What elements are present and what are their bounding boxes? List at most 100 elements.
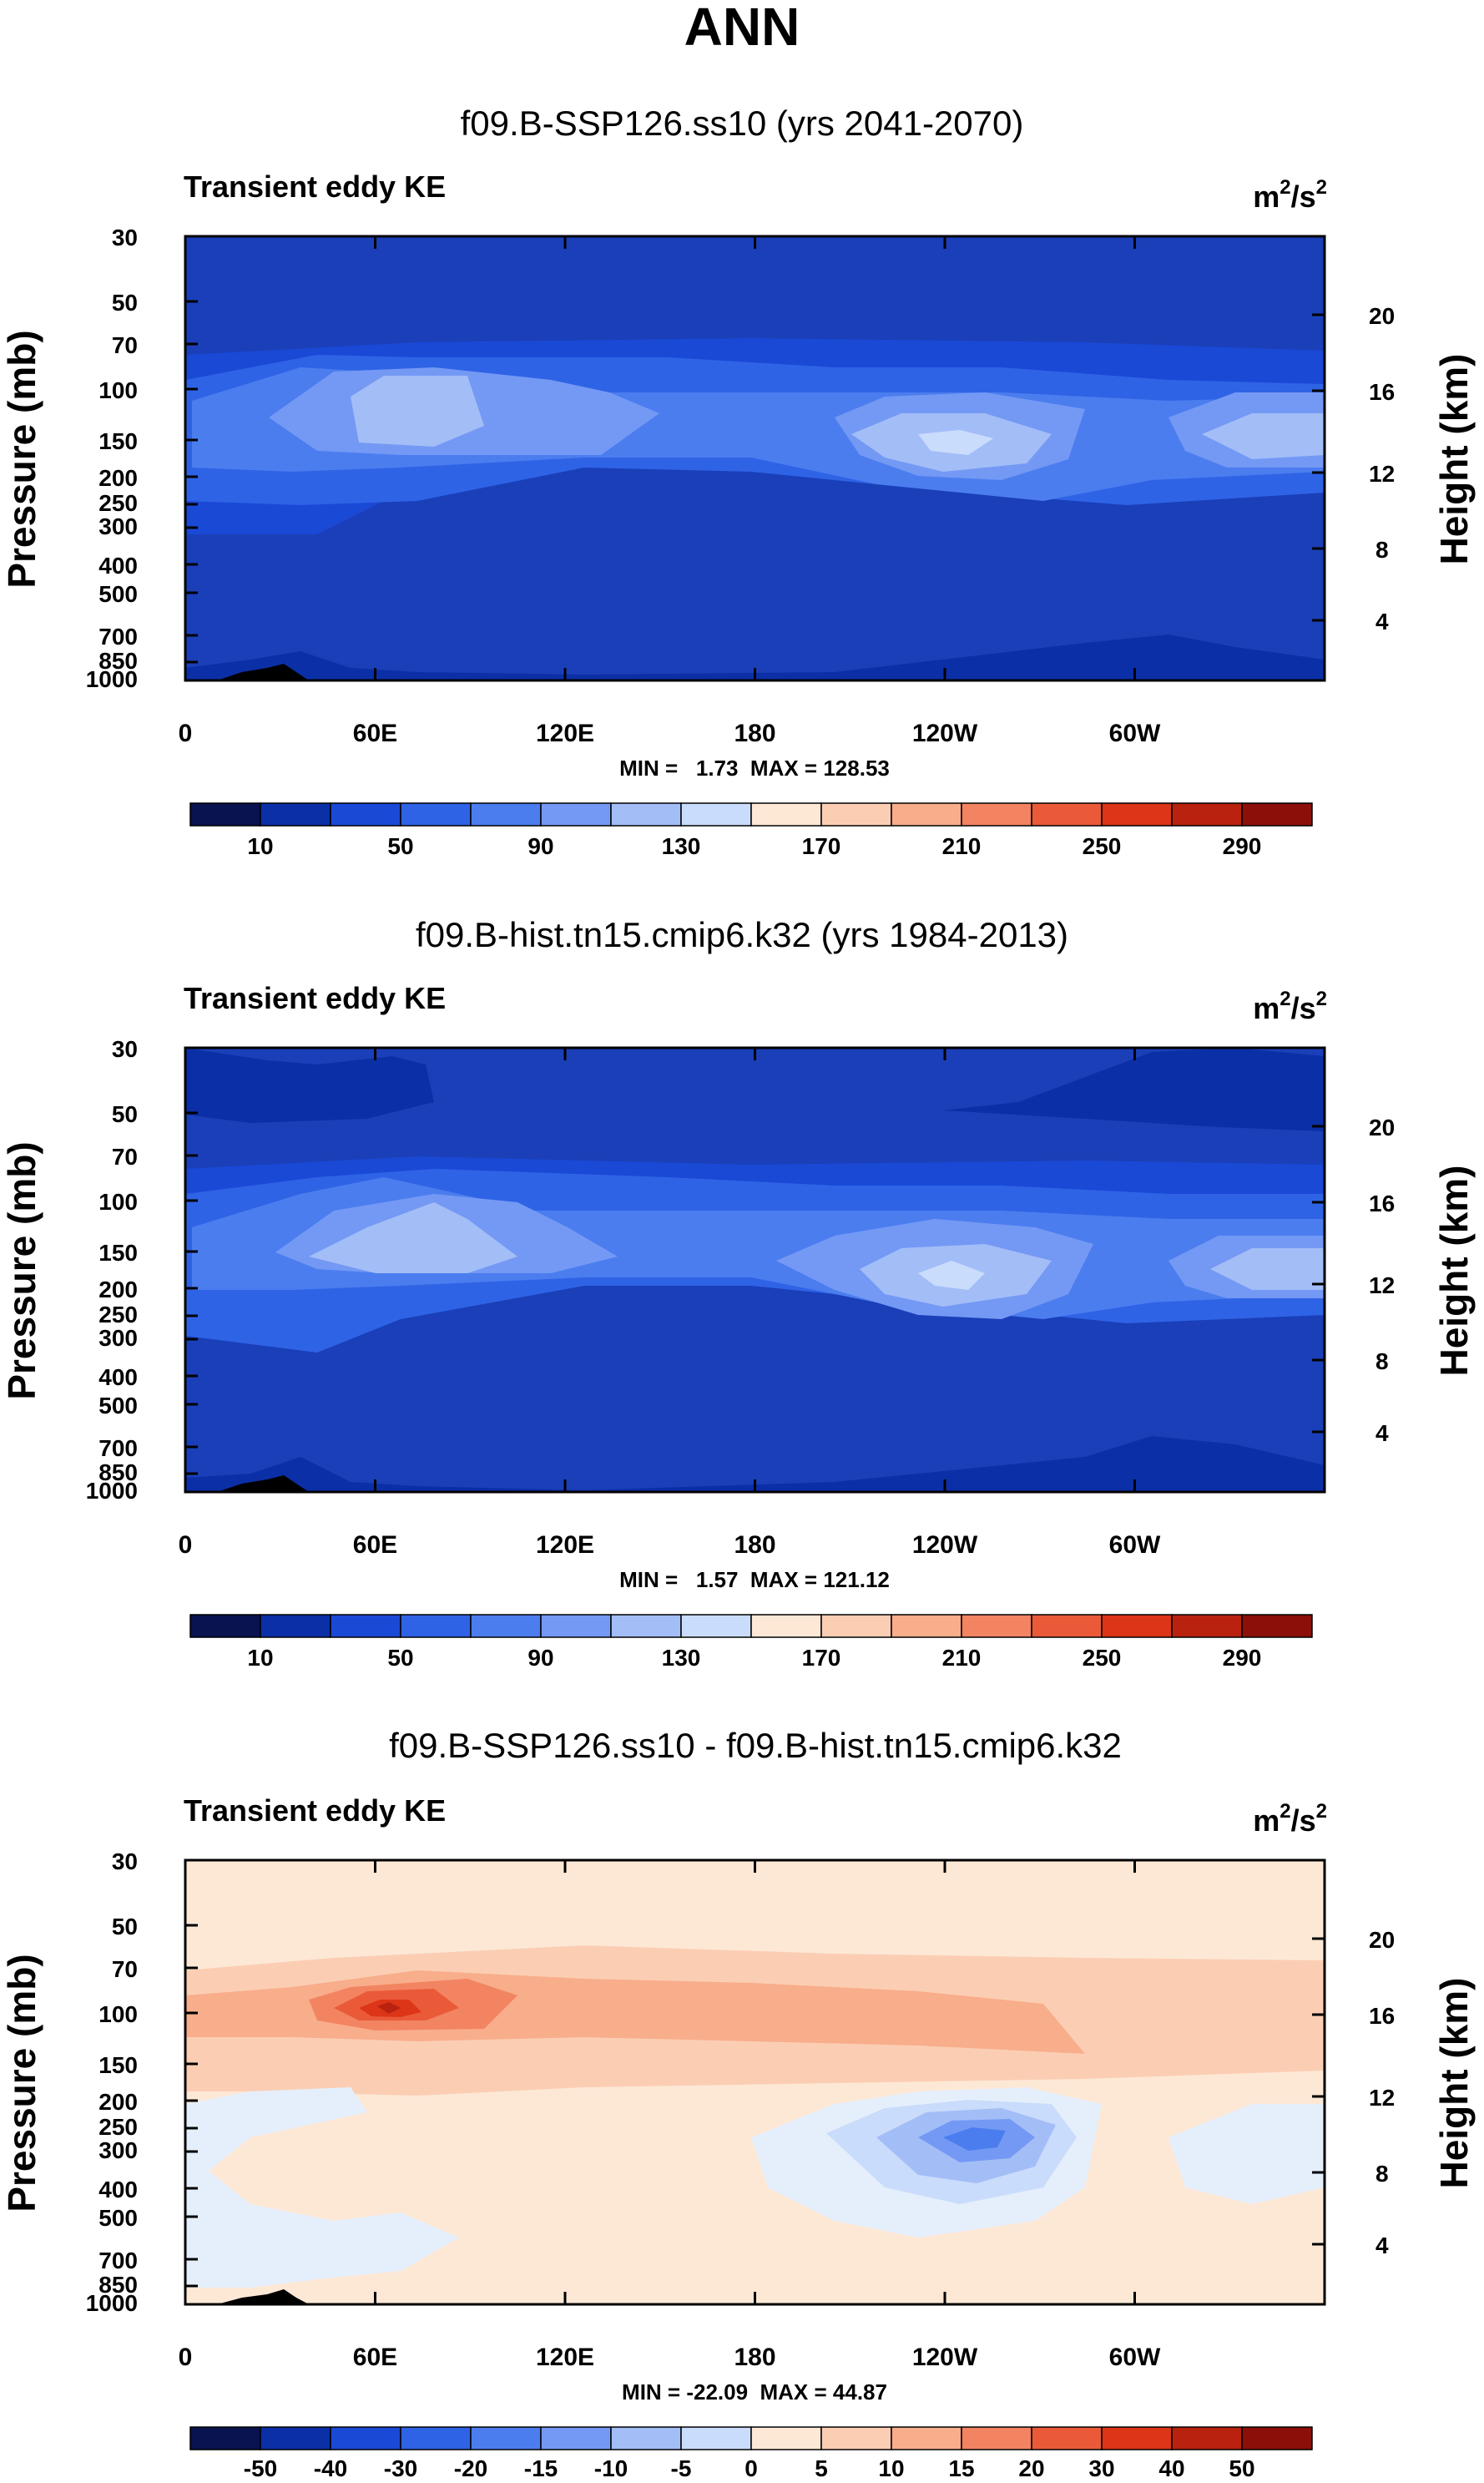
ytick-label: 850	[98, 1459, 138, 1485]
colorbar-swatch	[330, 802, 401, 827]
colorbar-2: 10 50 90 130 170 210 250 290	[189, 1614, 1313, 1671]
colorbar-label: -15	[524, 2455, 558, 2481]
panel-ssp126: f09.B-SSP126.ss10 (yrs 2041-2070) Transi…	[0, 104, 1476, 781]
height-label: 4	[1375, 2233, 1389, 2258]
min-max-stats: MIN = 1.73 MAX = 128.53	[619, 756, 890, 781]
colorbar-swatch	[961, 2426, 1032, 2450]
colorbar-swatch	[470, 802, 542, 827]
colorbar-swatch	[610, 802, 682, 827]
colorbar-label: 90	[527, 1645, 553, 1671]
y-axis-title: Pressure (mb)	[0, 1141, 43, 1399]
colorbar-swatch	[260, 802, 331, 827]
contour-level-130	[918, 430, 993, 455]
colorbar-swatch	[750, 2426, 822, 2450]
units-base: m	[1253, 1803, 1280, 1838]
colorbar-label: 250	[1083, 833, 1122, 859]
colorbar-swatch	[961, 1614, 1032, 1638]
panel-difference: f09.B-SSP126.ss10 - f09.B-hist.tn15.cmip…	[0, 1726, 1476, 2405]
contour-negative-min	[943, 2127, 1006, 2151]
colorbar-swatch	[400, 2426, 472, 2450]
xtick-label: 60E	[353, 720, 397, 747]
colorbar-label: 250	[1083, 1645, 1122, 1671]
ytick-label: 100	[98, 1189, 138, 1215]
contour-surface-low	[185, 635, 1325, 680]
colorbar-swatch	[189, 1614, 261, 1638]
ytick-label: 50	[112, 1101, 138, 1127]
colorbar-swatch	[1101, 2426, 1173, 2450]
ytick-label: 150	[98, 1240, 138, 1266]
y-axis-title: Pressure (mb)	[0, 1954, 43, 2212]
colorbar-label: 170	[802, 833, 841, 859]
colorbar-swatch	[540, 2426, 612, 2450]
contour-surface-low	[185, 1436, 1325, 1492]
xtick-label: 180	[734, 720, 775, 747]
ytick-label: 300	[98, 1325, 138, 1351]
ytick-label: 400	[98, 553, 138, 579]
colorbar-swatch	[540, 802, 612, 827]
colorbar-swatch	[961, 802, 1032, 827]
y-axis-right: 20 16 12 8 4 Height (km)	[1312, 1927, 1476, 2258]
height-label: 12	[1369, 2085, 1395, 2111]
colorbar-swatch	[1101, 1614, 1173, 1638]
units-base: m	[1253, 991, 1280, 1025]
colorbar-label: 20	[1018, 2455, 1044, 2481]
colorbar-swatch	[260, 1614, 331, 1638]
xtick-label: 120W	[912, 1531, 978, 1559]
colorbar-label: 50	[387, 833, 413, 859]
units-label: m2/s2	[1253, 988, 1327, 1025]
y-axis-right-title: Height (km)	[1432, 1978, 1476, 2189]
terrain	[217, 664, 309, 680]
colorbar-label: 50	[387, 1645, 413, 1671]
colorbar-swatch	[1171, 1614, 1243, 1638]
ytick-label: 850	[98, 2272, 138, 2298]
contour-stratosphere-low	[185, 1048, 434, 1123]
height-label: 12	[1369, 461, 1395, 487]
colorbar-label: 210	[942, 833, 982, 859]
height-label: 16	[1369, 1191, 1395, 1216]
colorbar-swatch	[330, 1614, 401, 1638]
colorbar-swatch	[891, 802, 962, 827]
xtick-label: 60W	[1109, 720, 1161, 747]
page-title: ANN	[684, 0, 800, 57]
colorbar-1: 10 50 90 130 170 210 250 290	[189, 802, 1313, 859]
height-label: 16	[1369, 2003, 1395, 2029]
terrain	[217, 2289, 309, 2304]
contour-field	[185, 1860, 1325, 2304]
colorbar-label: -10	[594, 2455, 628, 2481]
colorbar-3: -50 -40 -30 -20 -15 -10 -5 0 5 10 15 20 …	[189, 2426, 1313, 2481]
xtick-label: 180	[734, 2344, 775, 2371]
left-label: Transient eddy KE	[184, 169, 446, 204]
y-axis-right-title: Height (km)	[1432, 1166, 1476, 1377]
colorbar-swatch	[260, 2426, 331, 2450]
colorbar-label: 210	[942, 1645, 982, 1671]
ytick-label: 400	[98, 2177, 138, 2202]
contour-field	[185, 236, 1325, 680]
height-label: 8	[1375, 537, 1389, 563]
xtick-label: 120W	[912, 2344, 978, 2371]
x-axis: 0 60E 120E 180 120W 60W	[179, 236, 1161, 747]
y-axis-left: 30 50 70 100 150 200 250 300 400 500 700…	[0, 225, 198, 692]
colorbar-swatch	[1241, 802, 1313, 827]
min-max-stats: MIN = 1.57 MAX = 121.12	[619, 1567, 890, 1592]
ytick-label: 200	[98, 2089, 138, 2115]
ytick-label: 150	[98, 428, 138, 454]
contour-field	[185, 1048, 1325, 1492]
colorbar-label: -50	[244, 2455, 277, 2481]
colorbar-swatch	[820, 802, 892, 827]
left-label: Transient eddy KE	[184, 981, 446, 1015]
y-axis-left: 30 50 70 100 150 200 250 300 400 500 700…	[0, 1036, 198, 1504]
colorbar-swatch	[1241, 1614, 1313, 1638]
y-axis-right: 20 16 12 8 4 Height (km)	[1312, 303, 1476, 635]
xtick-label: 180	[734, 1531, 775, 1559]
min-max-stats: MIN = -22.09 MAX = 44.87	[622, 2379, 887, 2405]
units-exp2: 2	[1316, 1800, 1327, 1823]
ytick-label: 30	[112, 225, 138, 250]
ytick-label: 700	[98, 624, 138, 650]
ytick-label: 400	[98, 1364, 138, 1390]
contour-level-110-west	[1210, 1248, 1325, 1290]
units-label: m2/s2	[1253, 176, 1327, 214]
colorbar-swatch	[1171, 2426, 1243, 2450]
units-exp2: 2	[1316, 988, 1327, 1010]
ytick-label: 50	[112, 1914, 138, 1939]
units-mid: /s	[1291, 180, 1316, 214]
